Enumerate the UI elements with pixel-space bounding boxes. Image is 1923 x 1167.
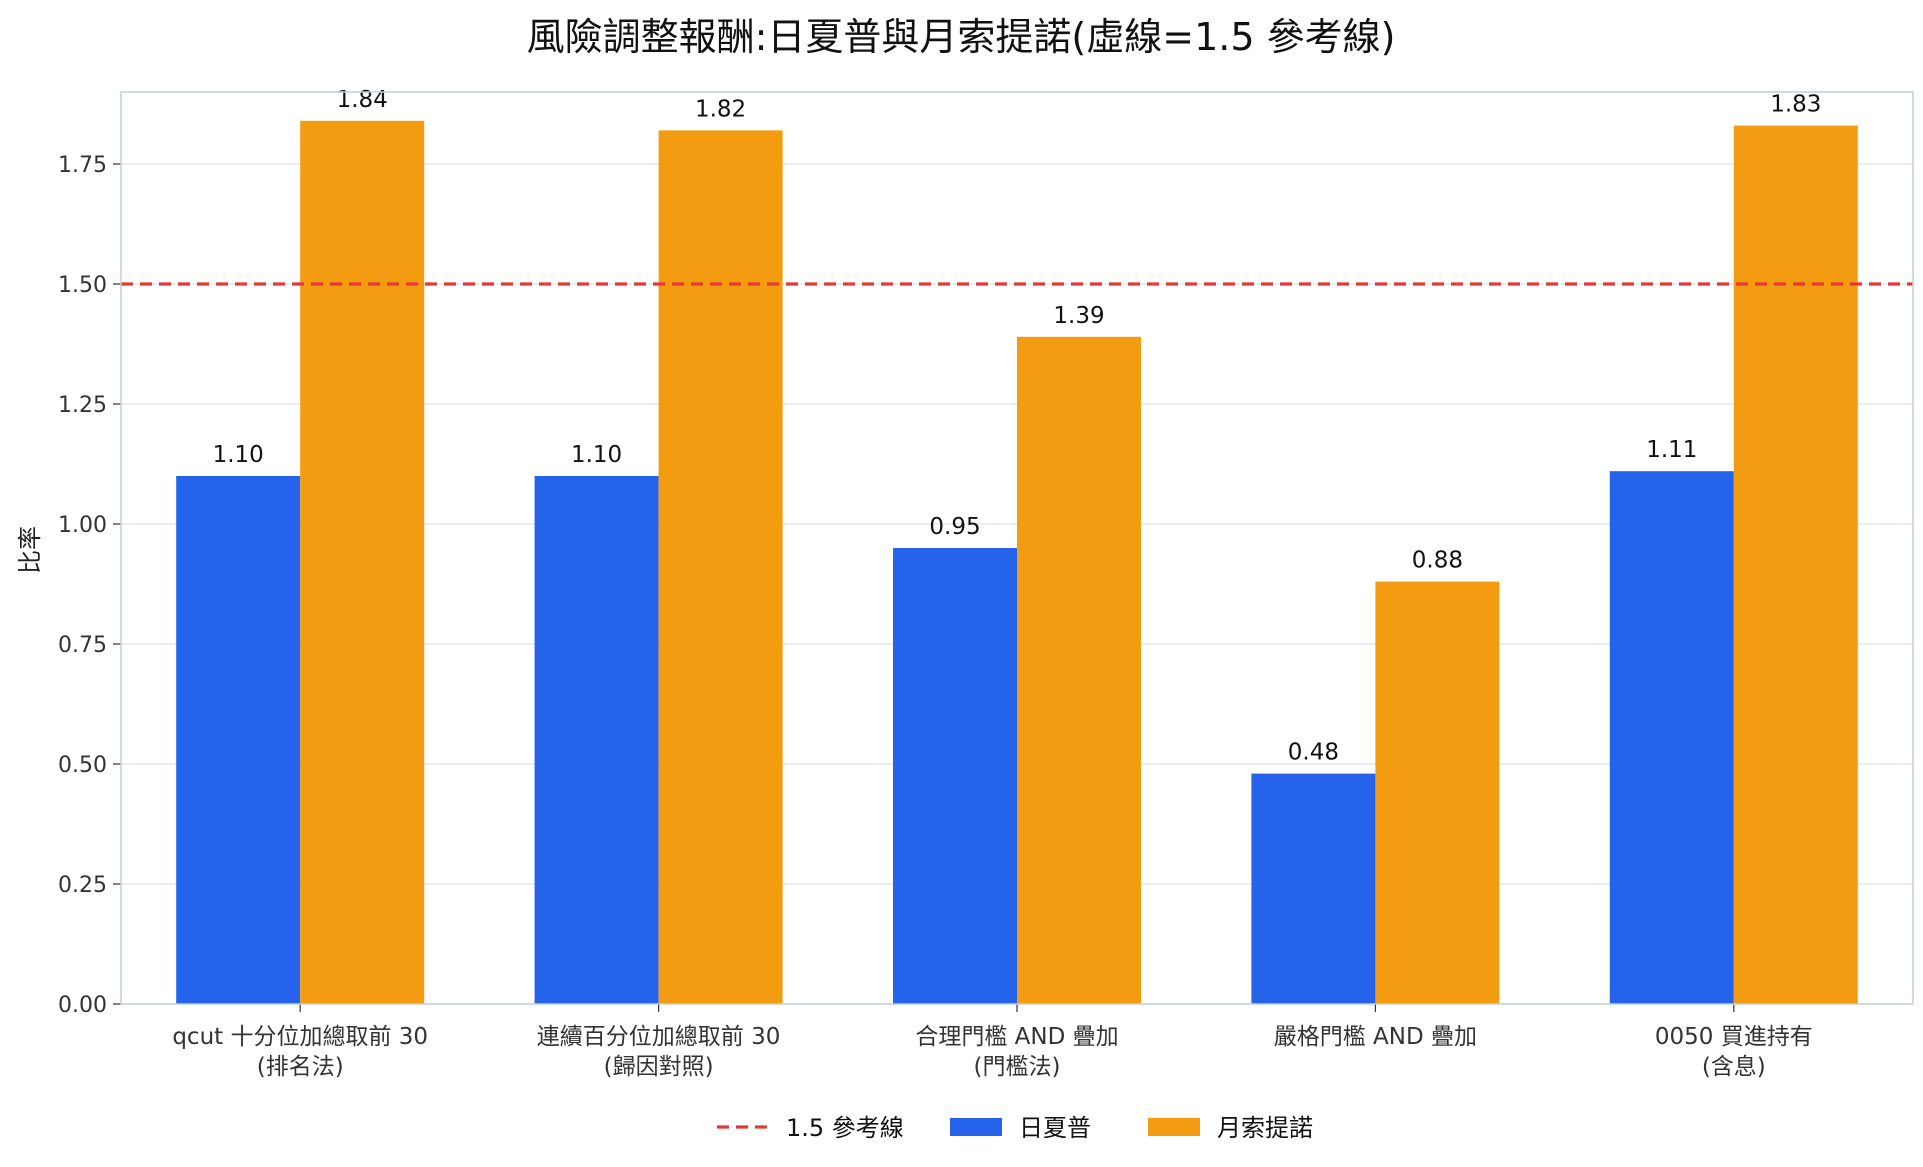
x-tick-label: (含息)	[1702, 1054, 1766, 1080]
bar-daily-sharpe	[534, 476, 659, 1004]
bar-monthly-sortino	[658, 130, 783, 1004]
data-label: 0.88	[1412, 548, 1463, 574]
y-tick-label: 1.75	[58, 153, 107, 178]
bar-daily-sharpe	[893, 548, 1017, 1004]
data-label: 0.95	[929, 514, 980, 540]
data-label: 1.11	[1646, 437, 1697, 463]
bar-monthly-sortino	[300, 120, 425, 1005]
data-label: 1.10	[571, 442, 622, 468]
bar-daily-sharpe	[1609, 471, 1734, 1004]
data-label: 0.48	[1288, 740, 1339, 766]
x-tick-label: 0050 買進持有	[1655, 1024, 1813, 1050]
legend: 1.5 參考線 日夏普 月索提諾	[717, 1114, 1313, 1142]
data-label: 1.83	[1770, 92, 1821, 118]
y-tick-label: 1.50	[58, 273, 107, 298]
data-label: 1.39	[1053, 303, 1104, 329]
bar-monthly-sortino	[1017, 336, 1141, 1004]
legend-label-series: 日夏普	[1019, 1114, 1091, 1142]
bar-monthly-sortino	[1733, 125, 1858, 1005]
bar-daily-sharpe	[1251, 773, 1376, 1004]
x-tick-label: (歸因對照)	[604, 1054, 714, 1080]
data-label: 1.82	[695, 96, 746, 122]
y-tick-label: 1.00	[58, 513, 107, 538]
y-tick-label: 0.25	[58, 873, 107, 898]
x-tick-label: qcut 十分位加總取前 30	[172, 1024, 428, 1050]
data-labels-layer: 1.10 1.84 1.10 1.82 0.95 1.39 0.48 0.88 1.11 1.83	[213, 87, 1822, 766]
legend-swatch-series	[950, 1118, 1002, 1136]
y-tick-label: 1.25	[58, 393, 107, 418]
bar-monthly-sortino	[1375, 581, 1500, 1004]
x-tick-label: (門檻法)	[974, 1054, 1061, 1080]
x-tick-label: 合理門檻 AND 疊加	[915, 1024, 1118, 1050]
plot-frame	[120, 91, 1914, 1005]
y-tick-label: 0.50	[58, 753, 107, 778]
legend-label-series: 月索提諾	[1217, 1114, 1313, 1142]
axis-layer: 0.00 0.25 0.50 0.75 1.00 1.25 1.50 1.75 qcut 十分位…	[58, 91, 1914, 1080]
y-axis-label: 比率	[16, 526, 44, 574]
data-label: 1.84	[337, 87, 388, 113]
data-label: 1.10	[213, 442, 264, 468]
y-tick-label: 0.00	[58, 993, 107, 1018]
x-tick-label: (排名法)	[257, 1054, 344, 1080]
x-tick-label: 連續百分位加總取前 30	[537, 1024, 781, 1050]
bar-daily-sharpe	[176, 476, 301, 1004]
bars-layer	[176, 120, 1858, 1005]
chart-title: 風險調整報酬:日夏普與月索提諾(虛線=1.5 參考線)	[527, 15, 1396, 59]
legend-label-reference: 1.5 參考線	[786, 1114, 904, 1142]
legend-swatch-series	[1148, 1118, 1200, 1136]
y-tick-label: 0.75	[58, 633, 107, 658]
x-tick-label: 嚴格門檻 AND 疊加	[1274, 1024, 1477, 1050]
